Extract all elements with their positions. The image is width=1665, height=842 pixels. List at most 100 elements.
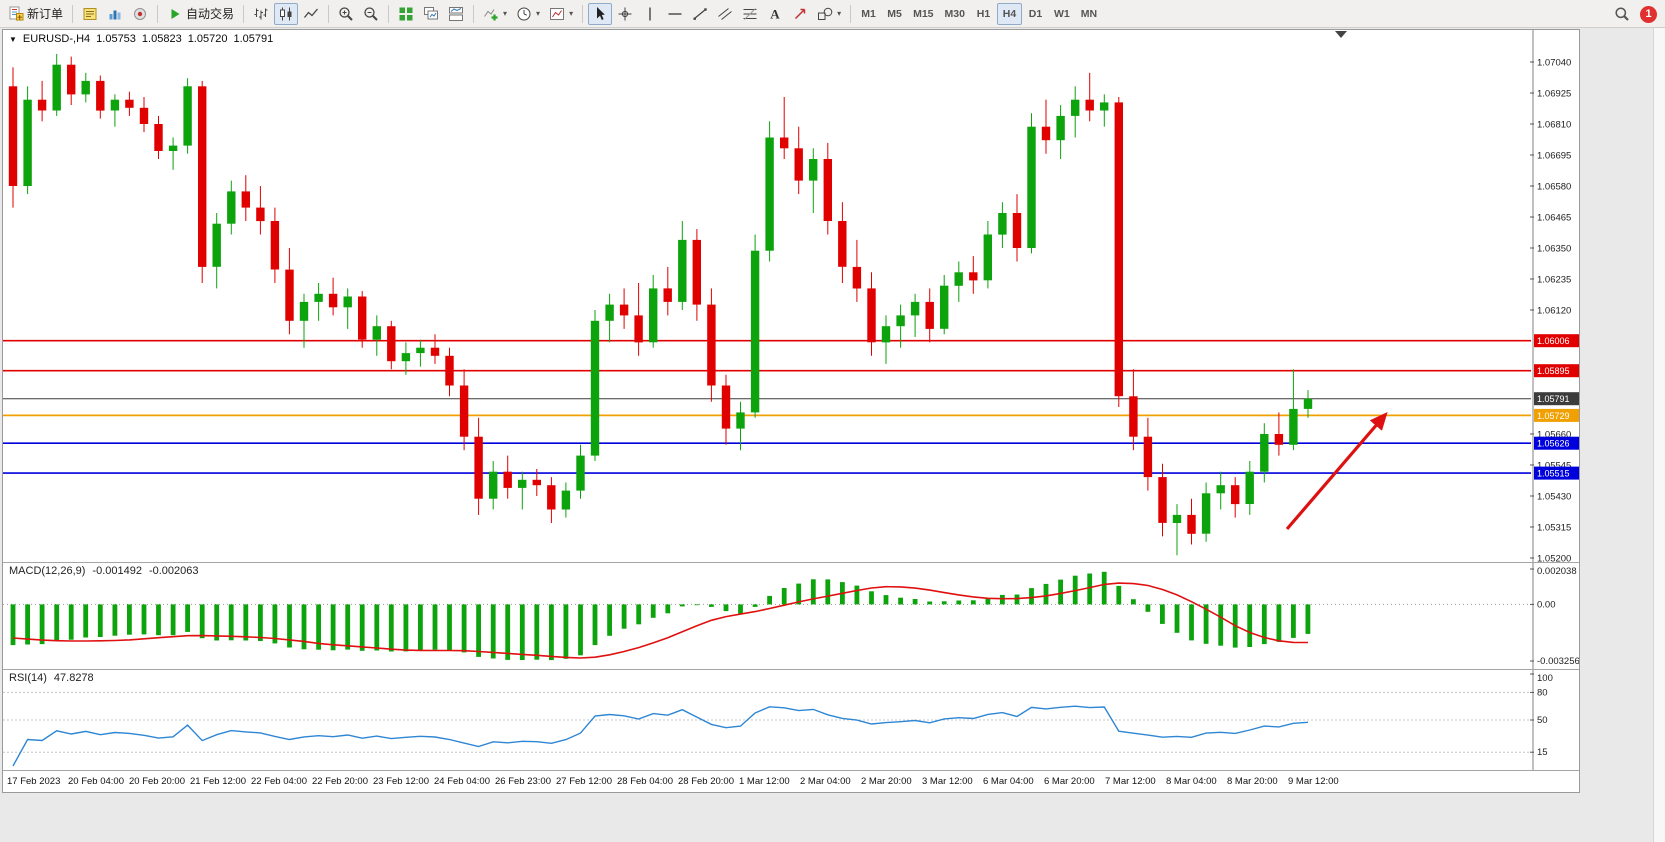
support-1-price-badge: 1.05626 xyxy=(1534,436,1579,450)
macd-panel[interactable]: 0.002038 0.00 -0.003256 xyxy=(3,563,1579,669)
dropdown-caret-icon: ▾ xyxy=(837,8,842,18)
time-label: 7 Mar 12:00 xyxy=(1105,776,1156,787)
time-label: 21 Feb 12:00 xyxy=(190,776,246,787)
sounds-icon xyxy=(134,7,147,20)
vline-icon xyxy=(649,7,651,20)
new-order-icon xyxy=(9,6,24,20)
time-label: 8 Mar 04:00 xyxy=(1166,776,1217,787)
svg-text:1.05200: 1.05200 xyxy=(1537,554,1571,563)
time-label: 24 Feb 04:00 xyxy=(434,776,490,787)
tf-d1-button[interactable]: D1 xyxy=(1023,3,1048,25)
text-label-button[interactable]: A xyxy=(763,3,787,25)
cascade-icon xyxy=(424,6,439,19)
periods-button[interactable]: ▾ xyxy=(512,3,544,25)
templates-button[interactable]: ▾ xyxy=(545,3,577,25)
crosshair-icon xyxy=(618,7,632,20)
time-label: 20 Feb 20:00 xyxy=(129,776,185,787)
time-label: 23 Feb 12:00 xyxy=(373,776,429,787)
cascade-windows-button[interactable] xyxy=(419,3,443,25)
zoom-in-button[interactable] xyxy=(334,3,358,25)
fibo-icon xyxy=(743,7,757,20)
rsi-panel[interactable]: 100 80 50 15 xyxy=(3,670,1579,770)
dropdown-caret-icon: ▾ xyxy=(569,8,574,18)
svg-text:1.06465: 1.06465 xyxy=(1537,213,1571,224)
toolbar-separator xyxy=(473,4,475,23)
shapes-button[interactable]: ▾ xyxy=(813,3,845,25)
tf-m5-button[interactable]: M5 xyxy=(882,3,907,25)
search-icon[interactable] xyxy=(1613,5,1631,23)
bar-chart-button[interactable] xyxy=(249,3,273,25)
crosshair-button[interactable] xyxy=(613,3,637,25)
svg-text:1.05626: 1.05626 xyxy=(1537,439,1570,449)
macd-signal-line xyxy=(12,582,1309,659)
button-label: M1 xyxy=(861,7,876,20)
toolbar-separator xyxy=(243,4,245,23)
candlestick-chart-button[interactable] xyxy=(274,2,299,25)
auto-trading-button[interactable]: 自动交易 xyxy=(163,3,238,25)
market-watch-button[interactable] xyxy=(103,3,127,25)
arrows-tool-button[interactable] xyxy=(788,3,812,25)
horizontal-line-button[interactable] xyxy=(663,3,687,25)
cursor-icon xyxy=(597,6,605,20)
zoom-out-button[interactable] xyxy=(359,3,383,25)
svg-text:1.05791: 1.05791 xyxy=(1537,394,1570,404)
time-label: 9 Mar 12:00 xyxy=(1288,776,1339,787)
panel-separator[interactable] xyxy=(3,562,1579,563)
strategy-tester-button[interactable] xyxy=(128,3,152,25)
resistance-2-price-badge: 1.05895 xyxy=(1534,364,1579,378)
button-label: 新订单 xyxy=(27,7,64,21)
price-axis: 1.07040 1.06925 1.06810 1.06695 1.06580 1.064… xyxy=(1530,30,1571,562)
notification-badge[interactable]: 1 xyxy=(1640,5,1657,23)
pivot-line-price-badge: 1.05729 xyxy=(1534,408,1579,422)
button-label: H1 xyxy=(976,7,991,20)
vertical-line-button[interactable] xyxy=(638,3,662,25)
cursor-button[interactable] xyxy=(588,2,613,25)
text-icon: A xyxy=(770,6,780,21)
time-label: 20 Feb 04:00 xyxy=(68,776,124,787)
current-price-price-badge: 1.05791 xyxy=(1534,392,1579,406)
metaeditor-button[interactable] xyxy=(78,3,102,25)
ohlc-open: 1.05753 xyxy=(96,33,136,45)
scrollbar-vertical[interactable] xyxy=(1653,28,1665,842)
arrange-windows-button[interactable] xyxy=(444,3,468,25)
rsi-line xyxy=(12,705,1309,767)
tf-m15-button[interactable]: M15 xyxy=(908,3,938,25)
svg-text:1.06695: 1.06695 xyxy=(1537,151,1571,162)
tf-h4-button[interactable]: H4 xyxy=(996,2,1022,25)
chart-collapse-icon[interactable]: ▼ xyxy=(9,34,17,44)
tf-mn-button[interactable]: MN xyxy=(1076,3,1102,25)
tf-m1-button[interactable]: M1 xyxy=(856,3,881,25)
new-order-button[interactable]: 新订单 xyxy=(4,3,67,25)
trendline-button[interactable] xyxy=(688,3,712,25)
time-label: 27 Feb 12:00 xyxy=(556,776,612,787)
svg-text:1.05660: 1.05660 xyxy=(1537,430,1571,441)
tf-h1-button[interactable]: H1 xyxy=(971,3,996,25)
hline-icon xyxy=(668,12,682,15)
svg-text:80: 80 xyxy=(1537,687,1548,698)
fibonacci-button[interactable] xyxy=(738,3,762,25)
shapes-icon xyxy=(818,7,833,20)
toolbar-separator xyxy=(388,4,390,23)
trendline-icon xyxy=(693,7,707,20)
button-label: M15 xyxy=(913,7,934,20)
equidistant-channel-button[interactable] xyxy=(713,3,737,25)
svg-text:1.06580: 1.06580 xyxy=(1537,182,1571,193)
time-label: 28 Feb 20:00 xyxy=(678,776,734,787)
svg-text:1.05315: 1.05315 xyxy=(1537,523,1571,534)
tile-windows-button[interactable] xyxy=(394,3,418,25)
price-chart[interactable]: 1.07040 1.06925 1.06810 1.06695 1.06580 1.064… xyxy=(3,30,1579,562)
panel-separator[interactable] xyxy=(3,669,1579,670)
dropdown-caret-icon: ▾ xyxy=(536,8,541,18)
svg-text:0.00: 0.00 xyxy=(1537,599,1556,610)
chart-header: ▼ EURUSD-,H4 1.05753 1.05823 1.05720 1.0… xyxy=(9,33,273,45)
time-label: 2 Mar 20:00 xyxy=(861,776,912,787)
toolbar: 新订单 自动交易 ▾ ▾ ▾ A ▾ M1 M5 M15 M30 H1 H4 D1 W1 MN xyxy=(0,0,1665,28)
chart-shift-marker-icon xyxy=(1335,31,1347,38)
toolbar-separator xyxy=(72,4,74,23)
tf-w1-button[interactable]: W1 xyxy=(1049,3,1075,25)
indicators-button[interactable]: ▾ xyxy=(479,3,511,25)
toolbar-separator xyxy=(157,4,159,23)
clock-icon xyxy=(517,7,531,20)
line-chart-button[interactable] xyxy=(299,3,323,25)
tf-m30-button[interactable]: M30 xyxy=(940,3,970,25)
